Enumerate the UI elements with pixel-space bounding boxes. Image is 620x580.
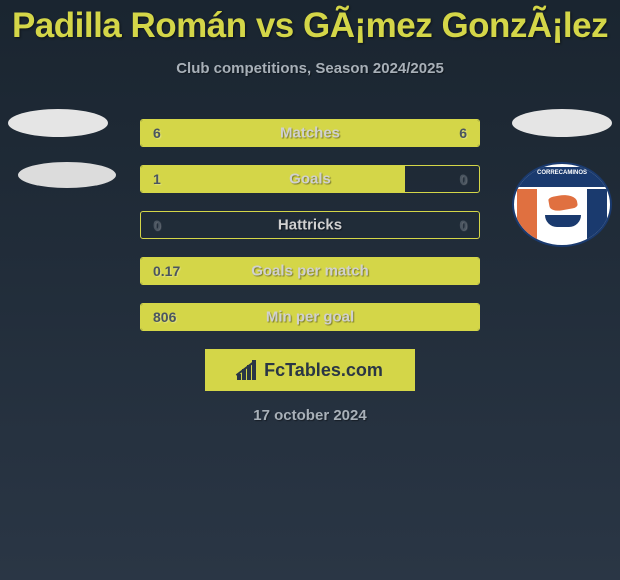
badge-stripe-right xyxy=(587,189,607,242)
stat-value-left: 0 xyxy=(153,217,161,233)
stat-value-left: 806 xyxy=(153,309,176,325)
bar-left xyxy=(141,166,405,192)
stat-row: Goals 1 0 xyxy=(140,165,480,193)
chart-area: CORRECAMINOS Matches 6 6 Goals 1 0 Hattricks 0 0… xyxy=(0,119,620,331)
stat-value-right: 0 xyxy=(459,217,467,233)
placeholder-logo-1 xyxy=(8,109,108,137)
stat-row: Hattricks 0 0 xyxy=(140,211,480,239)
player-left-logos xyxy=(8,109,116,188)
stat-label: Matches xyxy=(280,125,340,142)
page-title: Padilla Román vs GÃ¡mez GonzÃ¡lez xyxy=(0,0,620,46)
stat-label: Goals per match xyxy=(251,263,369,280)
stat-label: Goals xyxy=(289,171,331,188)
stat-value-left: 1 xyxy=(153,171,161,187)
stat-rows: Matches 6 6 Goals 1 0 Hattricks 0 0 Goals per mat… xyxy=(140,119,480,331)
stat-row: Matches 6 6 xyxy=(140,119,480,147)
watermark: FcTables.com xyxy=(205,349,415,391)
subtitle: Club competitions, Season 2024/2025 xyxy=(0,60,620,77)
stat-value-right: 6 xyxy=(459,125,467,141)
stat-row: Goals per match 0.17 xyxy=(140,257,480,285)
stat-label: Hattricks xyxy=(278,217,342,234)
stat-row: Min per goal 806 xyxy=(140,303,480,331)
watermark-chart-icon xyxy=(237,360,259,380)
placeholder-logo-2 xyxy=(18,162,116,188)
stat-value-left: 6 xyxy=(153,125,161,141)
badge-inner-icon xyxy=(539,187,587,235)
club-badge-icon: CORRECAMINOS xyxy=(512,162,612,247)
badge-stripe-left xyxy=(517,189,537,242)
player-right-logos: CORRECAMINOS xyxy=(512,109,612,247)
placeholder-logo-1 xyxy=(512,109,612,137)
stat-value-left: 0.17 xyxy=(153,263,180,279)
date-text: 17 october 2024 xyxy=(0,407,620,424)
club-badge-name: CORRECAMINOS xyxy=(514,170,610,176)
watermark-text: FcTables.com xyxy=(264,360,383,381)
stat-label: Min per goal xyxy=(266,309,354,326)
stat-value-right: 0 xyxy=(459,171,467,187)
